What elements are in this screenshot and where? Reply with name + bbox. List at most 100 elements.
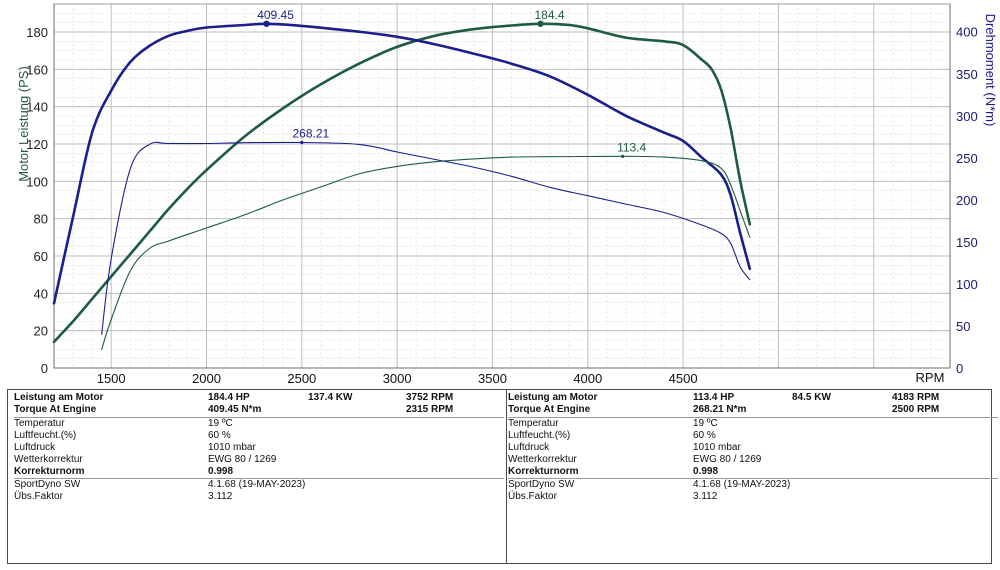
weather-correction-value: EWG 80 / 1269 (208, 454, 277, 465)
y-left-tick-label: 160 (26, 62, 48, 77)
y-axis-left-title: Motor Leistung (PS) (16, 66, 31, 182)
power-rpm: 3752 RPM (406, 392, 454, 403)
torque-peak-label-thin: 268.21 (292, 127, 329, 141)
weather-correction-row: Wetterkorrektur EWG 80 / 1269 (14, 454, 504, 466)
pressure-label: Luftdruck (14, 442, 56, 453)
correction-norm-value: 0.998 (208, 466, 234, 477)
y-left-tick-label: 0 (41, 361, 48, 376)
power-peak-label-bold: 184.4 (534, 8, 564, 22)
power-curve-bold (52, 22, 752, 344)
temp-label: Temperatur (14, 418, 65, 429)
software-label: SportDyno SW (14, 479, 81, 490)
y-right-tick-label: 300 (956, 109, 978, 124)
ratio-value: 3.112 (208, 491, 233, 502)
y-left-tick-label: 60 (34, 249, 48, 264)
y-right-tick-label: 100 (956, 277, 978, 292)
temp-value: 19 ºC (208, 418, 233, 429)
y-left-tick-label: 100 (26, 174, 48, 189)
humidity-row: Luftfeucht.(%) 60 % (14, 430, 504, 442)
torque-label: Torque At Engine (14, 404, 97, 415)
torque-summary-row: Torque At Engine 268.21 N*m 2500 RPM (508, 404, 998, 416)
software-value: 4.1.68 (19-MAY-2023) (208, 479, 306, 490)
ratio-row: Übs.Faktor 3.112 (508, 491, 998, 503)
y-right-tick-label: 200 (956, 193, 978, 208)
power-label: Leistung am Motor (14, 392, 104, 403)
torque-summary-row: Torque At Engine 409.45 N*m 2315 RPM (14, 404, 504, 416)
y-left-tick-label: 120 (26, 137, 48, 152)
humidity-label: Luftfeucht.(%) (508, 430, 571, 441)
y-right-tick-label: 50 (956, 319, 970, 334)
y-left-tick-label: 80 (34, 212, 48, 227)
torque-rpm: 2315 RPM (406, 404, 454, 415)
correction-norm-value: 0.998 (693, 466, 719, 477)
humidity-row: Luftfeucht.(%) 60 % (508, 430, 998, 442)
dyno-report: Leistung am Motor 184.4 HP 137.4 KW 3752… (7, 389, 998, 564)
humidity-value: 60 % (208, 430, 231, 441)
software-label: SportDyno SW (508, 479, 575, 490)
y-axis-right-title: Drehmoment (N*m) (983, 14, 998, 127)
torque-peak-marker-bold (263, 20, 270, 27)
y-right-tick-label: 0 (956, 361, 963, 376)
power-peak-marker-thin (621, 154, 625, 158)
humidity-label: Luftfeucht.(%) (14, 430, 77, 441)
weather-correction-row: Wetterkorrektur EWG 80 / 1269 (508, 454, 998, 466)
torque-nm: 268.21 N*m (693, 404, 747, 415)
report-divider (506, 390, 507, 563)
y-right-tick-label: 400 (956, 25, 978, 40)
pressure-value: 1010 mbar (693, 442, 741, 453)
x-axis-title: RPM (916, 370, 945, 385)
y-left-tick-label: 40 (34, 286, 48, 301)
pressure-label: Luftdruck (508, 442, 550, 453)
software-row: SportDyno SW 4.1.68 (19-MAY-2023) (14, 479, 504, 491)
report-run-1: Leistung am Motor 184.4 HP 137.4 KW 3752… (14, 390, 504, 563)
power-label: Leistung am Motor (508, 392, 598, 403)
y-right-tick-label: 150 (956, 235, 978, 250)
power-kw: 137.4 KW (308, 392, 353, 403)
chart-series (52, 22, 752, 350)
ratio-row: Übs.Faktor 3.112 (14, 491, 504, 503)
y-right-tick-label: 350 (956, 67, 978, 82)
y-left-tick-label: 140 (26, 100, 48, 115)
torque-label: Torque At Engine (508, 404, 591, 415)
axis-ticks: 1500 2000 2500 3000 3500 4000 4500020406080100… (26, 25, 977, 386)
power-hp: 113.4 HP (693, 392, 735, 403)
power-summary-row: Leistung am Motor 184.4 HP 137.4 KW 3752… (14, 392, 504, 404)
torque-curve-bold (52, 22, 752, 305)
pressure-row: Luftdruck 1010 mbar (14, 442, 504, 454)
torque-peak-label-bold: 409.45 (257, 8, 294, 22)
correction-norm-label: Korrekturnorm (14, 466, 85, 477)
temp-value: 19 ºC (693, 418, 718, 429)
power-peak-label-thin: 113.4 (617, 140, 646, 154)
report-run-2: Leistung am Motor 113.4 HP 84.5 KW 4183 … (508, 390, 998, 563)
peak-markers: 184.4 409.45 113.4 268.21 (257, 8, 647, 158)
dyno-chart: 1500 2000 2500 3000 3500 4000 4500020406080100… (16, 3, 998, 386)
x-tick-label: 1500 (97, 371, 126, 386)
x-tick-label: 2500 (287, 371, 316, 386)
weather-correction-value: EWG 80 / 1269 (693, 454, 762, 465)
torque-nm: 409.45 N*m (208, 404, 262, 415)
torque-peak-marker-thin (300, 140, 304, 145)
x-tick-label: 4500 (669, 371, 698, 386)
y-right-tick-label: 250 (956, 151, 978, 166)
y-left-tick-label: 180 (26, 25, 48, 40)
ratio-label: Übs.Faktor (14, 491, 63, 502)
ratio-label: Übs.Faktor (508, 491, 557, 502)
power-kw: 84.5 KW (792, 392, 831, 403)
ratio-value: 3.112 (693, 491, 718, 502)
power-peak-marker-bold (537, 20, 544, 27)
software-value: 4.1.68 (19-MAY-2023) (693, 479, 791, 490)
humidity-value: 60 % (693, 430, 716, 441)
x-tick-label: 4000 (573, 371, 602, 386)
x-tick-label: 3500 (478, 371, 507, 386)
temp-row: Temperatur 19 ºC (14, 418, 504, 430)
y-left-tick-label: 20 (34, 324, 48, 339)
power-curve-thin (101, 155, 751, 350)
pressure-row: Luftdruck 1010 mbar (508, 442, 998, 454)
weather-correction-label: Wetterkorrektur (14, 454, 83, 465)
temp-label: Temperatur (508, 418, 559, 429)
x-tick-label: 2000 (192, 371, 221, 386)
power-rpm: 4183 RPM (892, 392, 940, 403)
torque-curve-thin (101, 141, 751, 335)
x-tick-label: 3000 (383, 371, 412, 386)
power-summary-row: Leistung am Motor 113.4 HP 84.5 KW 4183 … (508, 392, 998, 404)
